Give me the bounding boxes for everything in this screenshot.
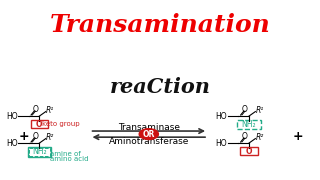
Text: OR: OR	[143, 130, 155, 139]
Text: O: O	[36, 120, 43, 129]
Text: HO: HO	[216, 139, 227, 148]
Text: amino acid: amino acid	[50, 156, 88, 162]
Circle shape	[139, 129, 158, 140]
Text: R²: R²	[256, 133, 264, 142]
Text: Aminotransferase: Aminotransferase	[108, 137, 189, 146]
Text: +: +	[19, 130, 29, 143]
Text: R¹: R¹	[46, 106, 54, 115]
Text: HO: HO	[6, 139, 18, 148]
Text: HO: HO	[216, 112, 227, 121]
Text: O: O	[32, 132, 38, 141]
Text: HO: HO	[6, 112, 18, 121]
Text: O: O	[32, 105, 38, 114]
Text: R²: R²	[46, 133, 54, 142]
Text: O: O	[242, 132, 248, 141]
Text: O: O	[242, 105, 248, 114]
Text: O: O	[246, 147, 252, 156]
Text: Transamination: Transamination	[50, 13, 270, 37]
Text: R¹: R¹	[256, 106, 264, 115]
Text: NH₂: NH₂	[242, 120, 256, 129]
Text: reaCtion: reaCtion	[109, 77, 211, 97]
Text: NH₂: NH₂	[32, 147, 47, 156]
Text: amine of: amine of	[50, 151, 80, 158]
Text: keto group: keto group	[42, 121, 80, 127]
Text: Transaminase: Transaminase	[118, 123, 180, 132]
Text: +: +	[292, 130, 303, 143]
